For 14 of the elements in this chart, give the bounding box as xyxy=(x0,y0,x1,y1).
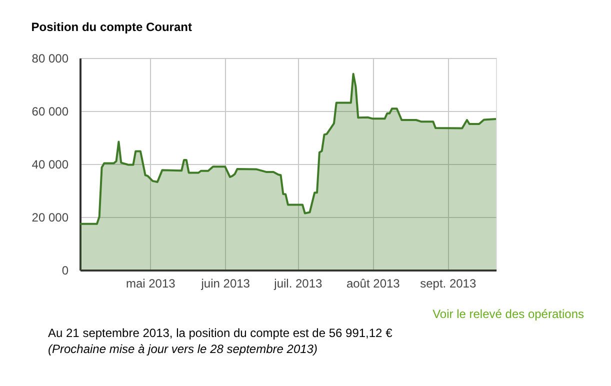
x-tick-label: juil. 2013 xyxy=(273,276,323,290)
y-tick-label: 20 000 xyxy=(32,210,69,224)
text: Voir le relevé des opérations xyxy=(432,307,584,321)
chart-title: Position du compte Courant xyxy=(31,20,192,34)
x-tick-label: mai 2013 xyxy=(126,276,176,290)
y-tick-label: 0 xyxy=(62,264,69,278)
x-tick-label: sept. 2013 xyxy=(420,276,476,290)
x-tick-label: juin 2013 xyxy=(200,276,250,290)
text: (Prochaine mise à jour vers le 28 septembre 2013) xyxy=(48,342,318,356)
y-tick-label: 60 000 xyxy=(32,104,69,118)
text: Au 21 septembre 2013, la position du compte est de 56 991,12 € xyxy=(48,326,393,340)
y-tick-label: 40 000 xyxy=(32,158,69,172)
y-tick-label: 80 000 xyxy=(32,52,69,66)
x-tick-label: août 2013 xyxy=(346,276,400,290)
